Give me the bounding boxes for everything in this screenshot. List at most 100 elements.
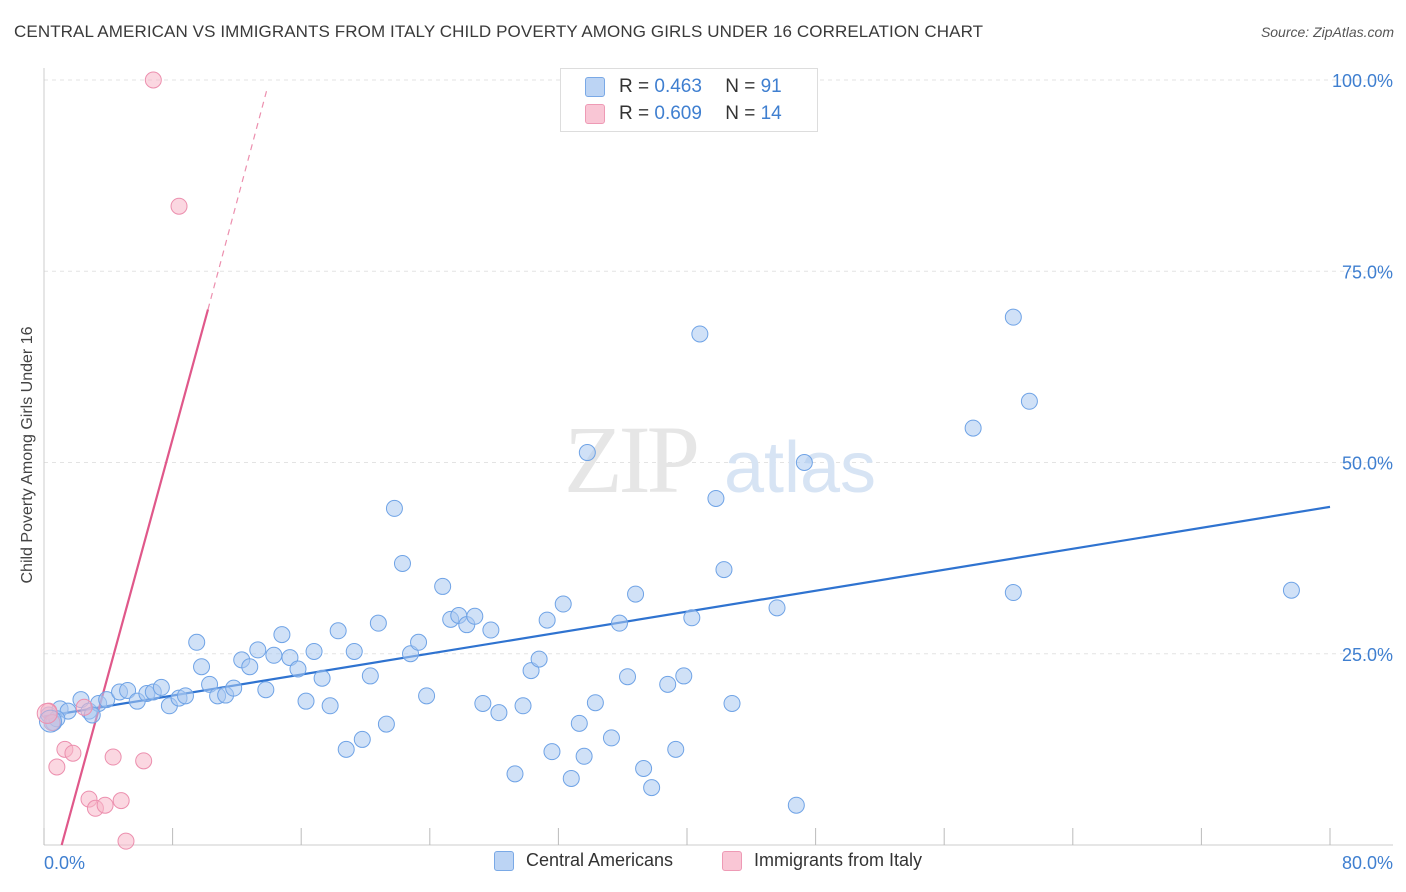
chart-title: CENTRAL AMERICAN VS IMMIGRANTS FROM ITAL…	[14, 22, 984, 41]
point-central-americans	[353, 730, 371, 748]
legend-label: Immigrants from Italy	[754, 850, 923, 870]
point-central-americans	[225, 679, 243, 697]
legend-r-value: 0.609	[654, 103, 702, 124]
point-central-americans	[249, 641, 267, 659]
point-central-americans	[964, 419, 982, 437]
y-tick-label: 50.0%	[1342, 454, 1393, 474]
trend-line-italy	[60, 309, 210, 846]
legend-item-italy: Immigrants from Italy	[722, 850, 922, 871]
legend-n-label: N =	[725, 103, 756, 124]
trend-line-italy-extension	[207, 87, 269, 310]
point-central-americans	[490, 704, 508, 722]
point-central-americans	[1004, 584, 1022, 602]
data-points	[36, 71, 1300, 850]
point-central-americans	[313, 669, 331, 687]
point-central-americans	[321, 697, 339, 715]
legend-row-italy: R = 0.609 N = 14	[585, 101, 782, 127]
point-italy	[36, 702, 58, 724]
point-central-americans	[188, 633, 206, 651]
point-central-americans	[369, 614, 387, 632]
point-central-americans	[361, 667, 379, 685]
point-central-americans	[538, 611, 556, 629]
point-central-americans	[635, 760, 653, 777]
correlation-legend: R = 0.463 N = 91 R = 0.609 N = 14	[560, 68, 818, 132]
point-italy	[135, 752, 153, 770]
point-central-americans	[543, 743, 561, 761]
point-central-americans	[723, 694, 741, 712]
point-central-americans	[787, 796, 805, 814]
point-central-americans	[691, 325, 709, 343]
point-central-americans	[466, 607, 484, 625]
legend-label: Central Americans	[526, 850, 674, 870]
point-central-americans	[554, 595, 572, 613]
point-central-americans	[627, 585, 645, 603]
legend-row-central-americans: R = 0.463 N = 91	[585, 74, 782, 100]
x-tick-label: 0.0%	[44, 853, 85, 873]
point-central-americans	[98, 691, 116, 709]
point-central-americans	[329, 622, 347, 640]
point-italy	[104, 748, 122, 766]
point-central-americans	[667, 740, 685, 758]
point-central-americans	[38, 709, 62, 733]
point-central-americans	[393, 554, 411, 572]
point-central-americans	[575, 747, 593, 765]
point-central-americans	[1004, 308, 1022, 326]
point-central-americans	[768, 599, 786, 617]
point-central-americans	[570, 714, 588, 732]
point-italy	[48, 758, 66, 776]
point-central-americans	[643, 779, 661, 797]
point-central-americans	[410, 633, 428, 651]
legend-swatch-pink	[722, 850, 742, 871]
y-tick-label: 100.0%	[1332, 71, 1393, 91]
y-tick-label: 25.0%	[1342, 645, 1393, 665]
point-italy	[75, 698, 93, 716]
point-central-americans	[530, 650, 548, 668]
point-central-americans	[578, 444, 596, 462]
point-central-americans	[297, 692, 315, 710]
point-central-americans	[119, 681, 137, 699]
point-central-americans	[795, 454, 813, 471]
point-central-americans	[289, 660, 307, 678]
point-central-americans	[707, 489, 725, 507]
point-central-americans	[257, 681, 275, 699]
point-central-americans	[337, 740, 355, 758]
point-central-americans	[265, 646, 283, 664]
legend-swatch-pink	[585, 104, 605, 124]
legend-swatch-blue	[585, 77, 605, 97]
point-central-americans	[675, 667, 693, 685]
point-italy	[144, 71, 162, 89]
source-credit: Source: ZipAtlas.com	[1260, 24, 1394, 40]
y-axis-label: Child Poverty Among Girls Under 16	[19, 326, 36, 584]
point-central-americans	[176, 687, 194, 705]
tick-labels: 25.0% 50.0% 75.0% 100.0% 0.0% 80.0%	[44, 71, 1393, 873]
point-italy	[117, 832, 135, 850]
point-central-americans	[586, 694, 604, 712]
point-central-americans	[152, 678, 170, 696]
point-central-americans	[241, 658, 259, 676]
legend-n-label: N =	[725, 76, 756, 97]
x-tick-label: 80.0%	[1342, 853, 1393, 873]
point-central-americans	[602, 729, 620, 747]
point-central-americans	[305, 642, 323, 660]
point-central-americans	[659, 675, 677, 693]
legend-swatch-blue	[494, 850, 514, 871]
point-central-americans	[385, 499, 403, 517]
point-italy	[64, 744, 82, 762]
point-italy	[112, 792, 130, 810]
point-central-americans	[377, 715, 395, 733]
point-italy	[170, 197, 188, 215]
point-central-americans	[345, 642, 363, 660]
point-central-americans	[514, 697, 532, 715]
point-central-americans	[1282, 581, 1300, 599]
point-central-americans	[474, 694, 492, 712]
legend-n-value: 91	[760, 76, 782, 97]
point-central-americans	[506, 765, 524, 783]
point-central-americans	[562, 769, 580, 787]
point-central-americans	[418, 687, 436, 705]
point-central-americans	[610, 614, 628, 632]
point-central-americans	[434, 577, 452, 595]
series-legend: Central Americans Immigrants from Italy	[0, 850, 1406, 880]
y-tick-label: 75.0%	[1342, 262, 1393, 282]
point-italy	[96, 796, 114, 814]
point-central-americans	[193, 658, 211, 676]
